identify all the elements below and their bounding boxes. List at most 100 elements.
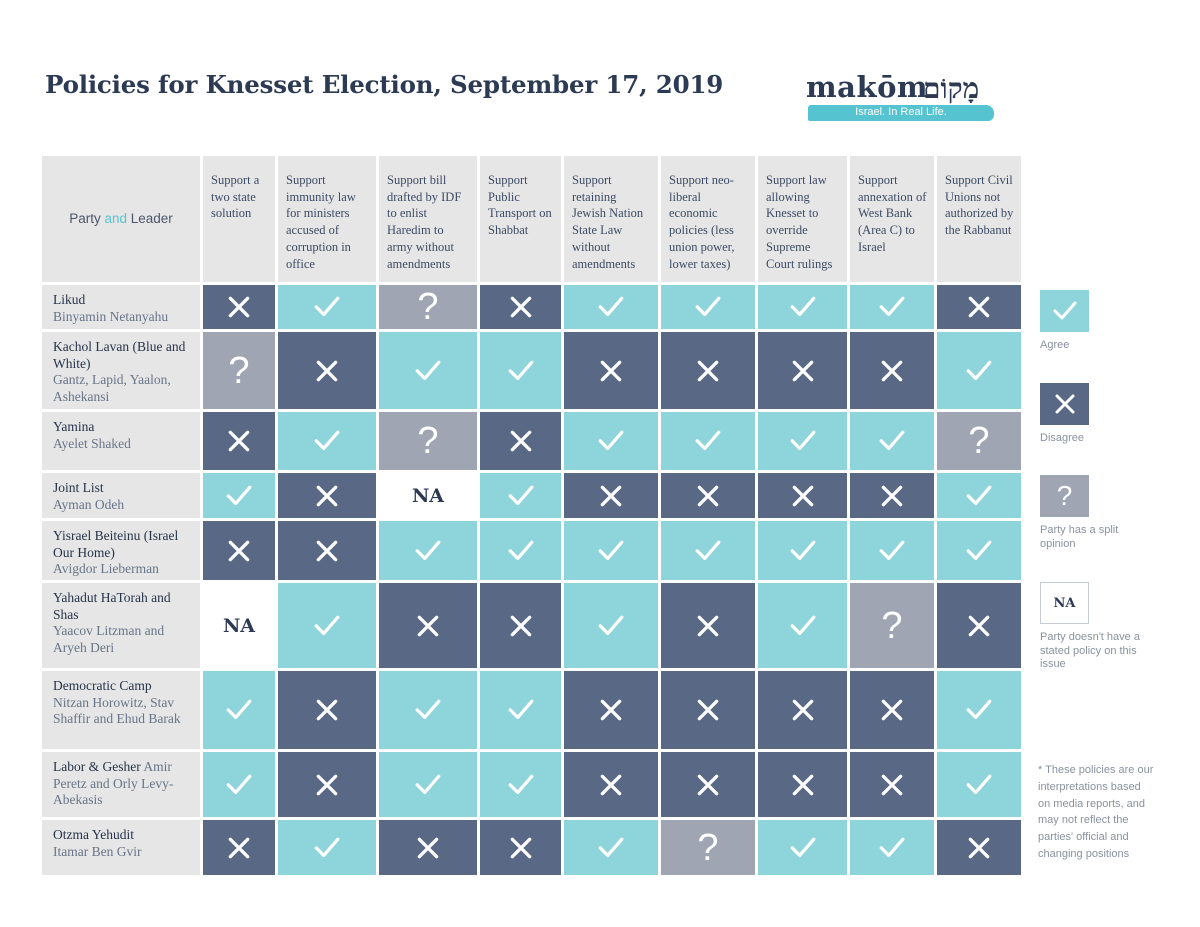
check-icon [966,360,992,380]
check-icon [226,699,252,720]
policy-cell-agree [937,473,1021,518]
policy-cell-disagree [937,285,1021,329]
party-cell: Otzma Yehudit Itamar Ben Gvir [42,820,200,875]
policy-cell-agree [937,671,1021,749]
column-header-9: Support Civil Unions not authorized by t… [937,156,1021,282]
party-leader: Itamar Ben Gvir [53,843,142,859]
policy-cell-disagree [379,583,477,668]
x-icon [697,699,719,721]
legend-agree-label: Agree [1040,339,1070,351]
policy-cell-agree [564,412,658,470]
party-leader: Ayman Odeh [53,496,125,512]
policy-cell-agree [379,332,477,409]
x-icon [792,485,813,506]
legend-disagree-swatch [1040,383,1089,425]
policy-cell-agree [661,412,755,470]
policy-cell-agree [379,521,477,580]
policy-cell-agree [278,583,376,668]
na-label: NA [411,484,445,507]
question-icon: ? [417,286,439,328]
check-icon [226,774,252,794]
party-leader: Avigdor Lieberman [53,561,159,577]
check-icon [966,699,992,720]
column-header-3: Support bill drafted by IDF to enlist Ha… [379,156,477,282]
party-name: Democratic Camp [53,678,152,693]
policy-cell-agree [203,671,275,749]
check-icon [508,540,533,560]
policy-cell-agree [564,583,658,668]
check-icon [415,774,441,794]
check-icon [879,430,905,451]
check-icon [790,296,815,317]
policy-table: Party and Leader Support a two state sol… [42,156,1021,876]
logo-tagline: Israel. In Real Life. [855,106,947,118]
logo-hebrew: מָקוֹם [923,72,980,105]
party-label: Party [69,210,101,226]
party-name: Kachol Lavan (Blue and White) [53,339,186,371]
party-cell: Labor & Gesher Amir Peretz and Orly Levy… [42,752,200,817]
party-cell: Likud Binyamin Netanyahu [42,285,200,329]
column-header-4: Support Public Transport on Shabbat [480,156,561,282]
check-icon [415,360,441,380]
policy-cell-disagree [278,473,376,518]
x-icon [881,360,903,381]
check-icon [879,837,905,857]
party-leader: Gantz, Lapid, Yaalon, Ashekansi [53,372,171,405]
question-icon: ? [881,604,903,647]
policy-cell-disagree [203,820,275,875]
policy-cell-disagree [850,752,934,817]
policy-cell-disagree [278,521,376,580]
check-icon [695,540,721,560]
party-leader: Yaacov Litzman and Aryeh Deri [53,623,165,656]
policy-cell-disagree [564,332,658,409]
x-icon [792,699,813,721]
policy-cell-disagree [203,521,275,580]
party-name: Likud [53,292,86,307]
logo-band [808,105,994,121]
policy-cell-agree [937,332,1021,409]
x-icon [510,296,531,318]
x-icon [968,837,990,858]
x-icon [510,837,531,858]
policy-cell-agree [278,820,376,875]
party-name: Labor & Gesher [53,759,141,774]
x-icon [792,360,813,381]
party-name: Yahadut HaTorah and Shas [53,590,171,622]
check-icon [508,360,533,380]
x-icon [881,699,903,721]
policy-cell-disagree [564,752,658,817]
check-icon [314,296,340,317]
policy-cell-disagree [203,285,275,329]
policy-cell-split: ? [203,332,275,409]
check-icon [598,430,624,451]
column-header-8: Support annexation of West Bank (Area C)… [850,156,934,282]
check-icon [598,296,624,317]
makom-logo: makōm מָקוֹם Israel. In Real Life. [806,70,996,126]
x-icon [417,615,439,636]
x-icon [600,360,622,381]
check-icon [508,485,533,505]
policy-cell-agree [564,521,658,580]
party-cell: Yahadut HaTorah and Shas Yaacov Litzman a… [42,583,200,668]
column-header-6: Support neo-liberal economic policies (l… [661,156,755,282]
policy-cell-disagree [758,332,847,409]
question-icon: ? [417,420,439,462]
x-icon [697,485,719,506]
party-cell: Democratic Camp Nitzan Horowitz, Stav Sha… [42,671,200,749]
check-icon [966,485,992,505]
policy-cell-disagree [564,473,658,518]
policy-cell-agree [480,473,561,518]
check-icon [314,430,340,451]
check-icon [226,485,252,505]
legend-disagree-label: Disagree [1040,432,1085,444]
policy-cell-disagree [850,473,934,518]
x-icon [228,540,250,561]
legend-na-swatch: NA [1040,582,1089,624]
na-label: NA [222,614,256,637]
party-cell: Yisrael Beiteinu (Israel Our Home) Avigdo… [42,521,200,580]
check-icon [879,540,905,560]
legend-split-swatch: ? [1040,475,1089,517]
policy-cell-split: ? [937,412,1021,470]
policy-cell-agree [758,412,847,470]
policy-cell-disagree [278,752,376,817]
